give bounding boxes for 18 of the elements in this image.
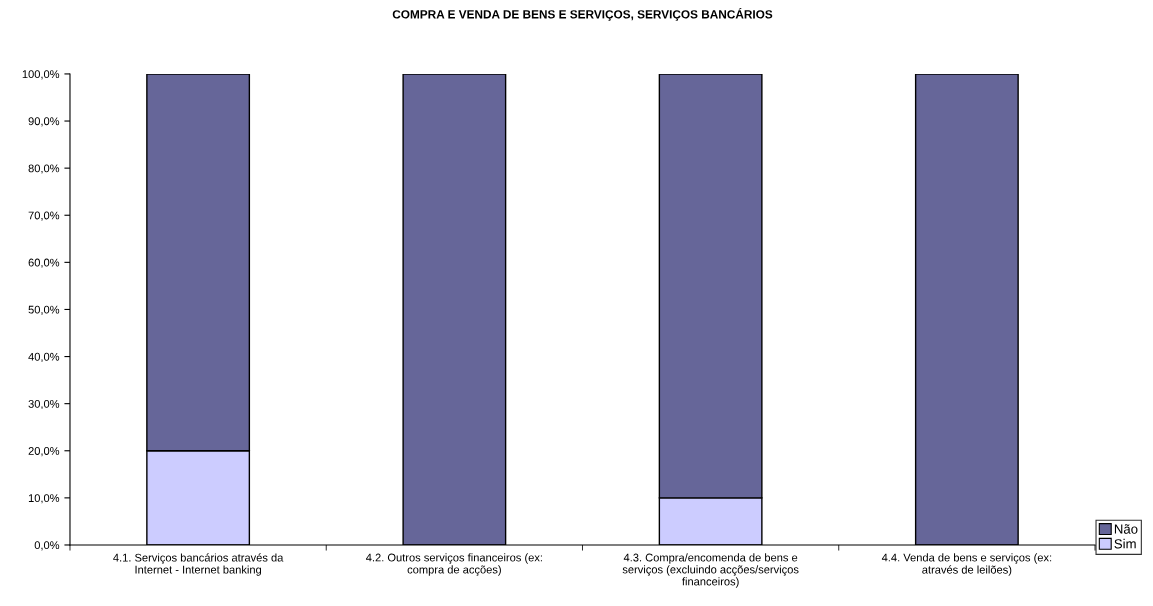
y-tick-label: 60,0% xyxy=(28,258,60,268)
legend-label: Não xyxy=(1114,524,1138,534)
chart-title: COMPRA E VENDA DE BENS E SERVIÇOS, SERVIÇOS BANCÁRIOS xyxy=(392,7,773,21)
legend-label: Sim xyxy=(1114,538,1136,549)
y-tick-label: 80,0% xyxy=(28,164,60,174)
y-tick-label: 10,0% xyxy=(28,494,60,504)
y-tick-label: 70,0% xyxy=(28,211,60,221)
x-tick-label: 4.1. Serviços bancários através da Internet - Internet banking xyxy=(113,553,284,576)
y-tick-label: 20,0% xyxy=(28,447,60,457)
x-tick-label: 4.2. Outros serviços financeiros (ex: compra de acções) xyxy=(366,553,542,576)
x-tick-label: 4.4. Venda de bens e serviços (ex: através de leilões) xyxy=(881,553,1052,576)
y-tick-label: 30,0% xyxy=(28,399,60,410)
y-tick-label: 0,0% xyxy=(34,541,60,551)
y-tick-label: 50,0% xyxy=(28,305,60,315)
y-tick-label: 90,0% xyxy=(28,117,60,127)
y-tick-label: 100,0% xyxy=(22,70,60,80)
x-tick-label: 4.3. Compra/encomenda de bens e serviços (excluindo acções/serviços financeiros) xyxy=(622,553,799,588)
y-tick-label: 40,0% xyxy=(28,352,60,363)
